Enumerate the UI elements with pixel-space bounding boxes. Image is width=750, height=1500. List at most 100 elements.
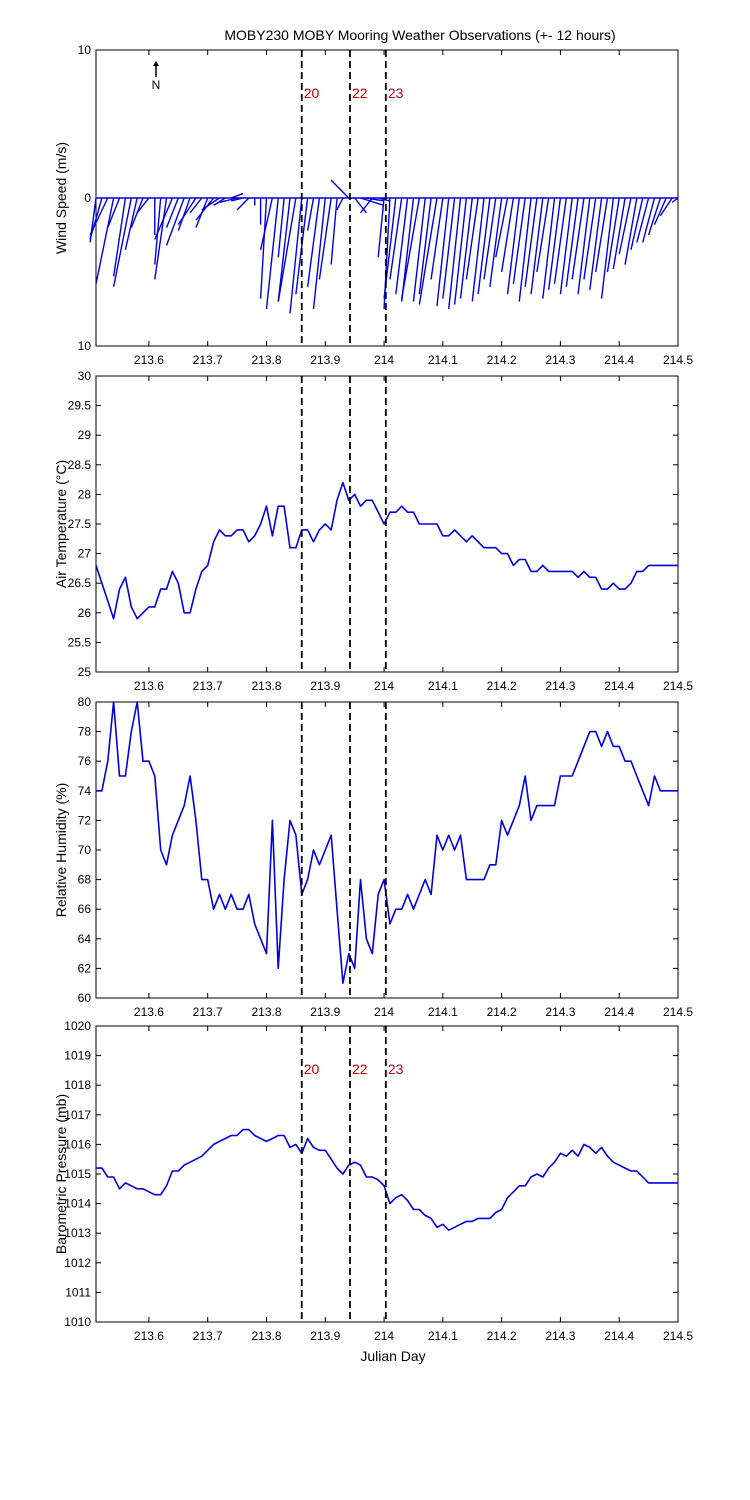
- wind-speed-x-tick-label: 214.4: [604, 353, 634, 367]
- relative-humidity-y-axis-label: Relative Humidity (%): [53, 783, 69, 918]
- barometric-pressure-y-axis-label: Barometric Pressure (mb): [53, 1094, 69, 1254]
- air-temperature-x-tick-label: 213.7: [193, 679, 223, 693]
- air-temperature-y-tick-label: 30: [78, 369, 92, 383]
- wind-speed-panel: 213.6 213.7 213.8 213.9 214 214.1 214.2 214.3 21…: [53, 43, 693, 367]
- barometric-pressure-x-tick-label: 213.9: [310, 1329, 340, 1343]
- air-temperature-x-tick-label: 214.4: [604, 679, 634, 693]
- relative-humidity-y-tick-label: 68: [78, 873, 92, 887]
- wind-vector: [418, 197, 438, 305]
- barometric-pressure-y-tick-label: 1016: [64, 1137, 91, 1151]
- barometric-pressure-marker-label-20: 20: [304, 1061, 320, 1077]
- wind-vector: [642, 197, 656, 243]
- barometric-pressure-y-tick-label: 1012: [64, 1256, 91, 1270]
- wind-vector: [589, 197, 603, 290]
- wind-vector: [330, 197, 338, 265]
- wind-speed-x-tick-label: 213.9: [310, 353, 340, 367]
- wind-vector: [471, 197, 485, 302]
- wind-vector: [95, 197, 115, 284]
- wind-vector: [359, 197, 373, 214]
- north-label: N: [152, 78, 161, 92]
- wind-vector: [636, 197, 650, 243]
- wind-vector: [418, 197, 432, 295]
- wind-vector: [489, 197, 503, 287]
- barometric-pressure-x-tick-label: 214: [374, 1329, 394, 1343]
- relative-humidity-x-tick-label: 214.5: [663, 1005, 693, 1019]
- wind-vector: [189, 197, 203, 214]
- air-temperature-series-line: [95, 481, 678, 620]
- wind-vector: [177, 197, 191, 231]
- wind-vector: [395, 197, 409, 295]
- barometric-pressure-y-tick-label: 1019: [64, 1049, 91, 1063]
- wind-vector: [495, 197, 509, 258]
- wind-vector: [547, 197, 562, 290]
- relative-humidity-x-tick-label: 214.3: [545, 1005, 575, 1019]
- air-temperature-x-tick-label: 214.3: [545, 679, 575, 693]
- wind-vector: [618, 197, 632, 255]
- relative-humidity-x-tick-label: 214.4: [604, 1005, 634, 1019]
- relative-humidity-x-tick-label: 213.8: [251, 1005, 281, 1019]
- wind-vector: [483, 197, 497, 280]
- wind-vector: [671, 197, 679, 203]
- wind-vector: [201, 197, 220, 211]
- wind-vector: [595, 197, 609, 273]
- wind-vector: [553, 197, 567, 284]
- wind-vector: [277, 197, 285, 258]
- wind-vector: [542, 197, 556, 299]
- wind-vector: [412, 197, 426, 302]
- relative-humidity-panel: 213.6 213.7 213.8 213.9 214 214.1 214.2 214.3 21…: [53, 695, 693, 1019]
- relative-humidity-y-tick-label: 80: [78, 695, 92, 709]
- wind-vector: [442, 197, 456, 299]
- barometric-pressure-y-tick-label: 1010: [64, 1315, 91, 1329]
- air-temperature-y-tick-label: 29: [78, 428, 92, 442]
- wind-vector: [230, 192, 244, 199]
- wind-speed-marker-label-20: 20: [304, 85, 320, 101]
- wind-vector: [213, 197, 226, 206]
- wind-vector: [312, 197, 326, 310]
- wind-vector: [624, 197, 638, 265]
- air-temperature-y-tick-label: 26: [78, 606, 92, 620]
- barometric-pressure-plot-area: [95, 1025, 679, 1323]
- barometric-pressure-y-tick-label: 1018: [64, 1078, 91, 1092]
- wind-speed-y-tick-label: 10: [78, 43, 92, 57]
- relative-humidity-y-tick-label: 70: [78, 843, 92, 857]
- wind-vector: [306, 197, 315, 231]
- wind-speed-x-tick-label: 214.1: [428, 353, 458, 367]
- air-temperature-y-tick-label: 27: [78, 547, 92, 561]
- wind-vector: [112, 197, 132, 287]
- barometric-pressure-marker-label-23: 23: [388, 1061, 404, 1077]
- barometric-pressure-x-tick-label: 213.7: [193, 1329, 223, 1343]
- wind-speed-x-tick-label: 213.8: [251, 353, 281, 367]
- wind-vector: [577, 197, 591, 295]
- barometric-pressure-y-tick-label: 1014: [64, 1197, 91, 1211]
- wind-speed-marker-label-22: 22: [352, 85, 368, 101]
- wind-vector: [448, 197, 462, 310]
- barometric-pressure-y-tick-label: 1015: [64, 1167, 91, 1181]
- wind-vector: [606, 197, 620, 273]
- wind-vector: [136, 197, 150, 214]
- wind-vector: [565, 197, 579, 287]
- wind-vector: [389, 197, 403, 280]
- wind-vector: [124, 197, 138, 250]
- wind-vector: [512, 197, 526, 284]
- wind-vector: [177, 197, 197, 226]
- wind-vector: [360, 197, 385, 207]
- wind-speed-x-tick-label: 213.6: [134, 353, 164, 367]
- wind-vector: [506, 197, 520, 295]
- wind-vector: [277, 197, 291, 302]
- wind-vector: [583, 197, 597, 280]
- wind-vector: [459, 197, 473, 299]
- wind-vector: [477, 197, 491, 295]
- air-temperature-y-tick-label: 28.5: [68, 458, 92, 472]
- wind-vector: [89, 197, 103, 240]
- air-temperature-y-tick-label: 27.5: [68, 517, 92, 531]
- relative-humidity-x-tick-label: 213.7: [193, 1005, 223, 1019]
- relative-humidity-plot-area: [95, 701, 679, 999]
- air-temperature-x-tick-label: 214: [374, 679, 394, 693]
- figure-title: MOBY230 MOBY Mooring Weather Observation…: [224, 27, 615, 43]
- wind-vector: [536, 197, 550, 273]
- air-temperature-y-tick-label: 25: [78, 665, 92, 679]
- wind-vector: [401, 197, 421, 299]
- wind-vector: [236, 197, 250, 211]
- barometric-pressure-x-tick-label: 214.5: [663, 1329, 693, 1343]
- air-temperature-plot-area: [95, 375, 679, 673]
